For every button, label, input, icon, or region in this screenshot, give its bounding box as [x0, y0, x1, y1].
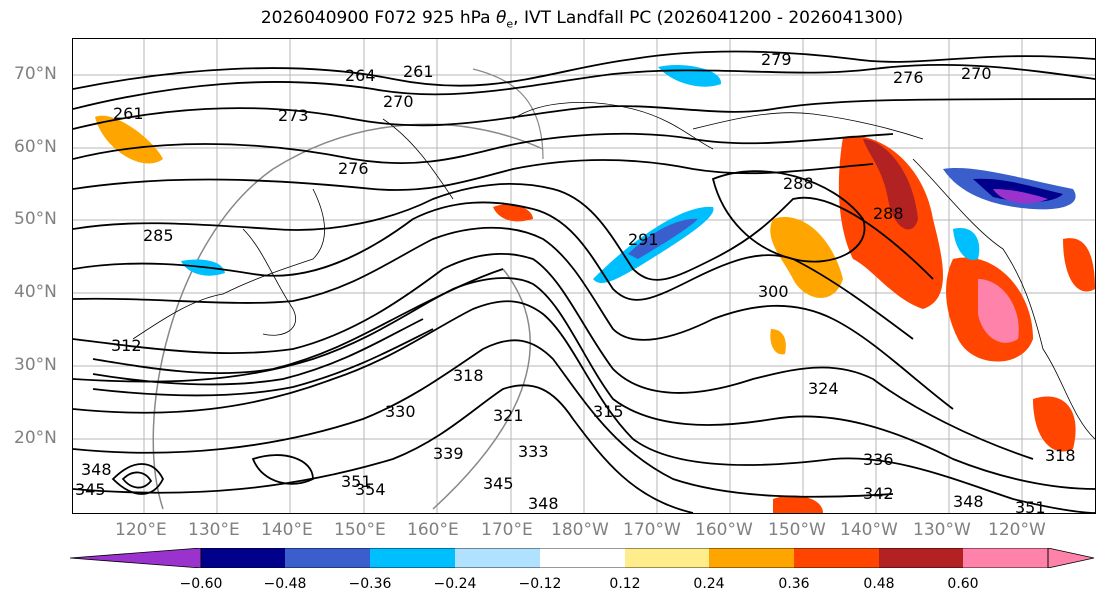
contour-label: 312 [111, 336, 142, 355]
contour-label: 345 [75, 480, 106, 499]
contour-label: 270 [383, 92, 414, 111]
colorbar-tick: −0.24 [433, 576, 477, 592]
colorbar-seg [201, 548, 285, 568]
colorbar-seg [625, 548, 709, 568]
lat-label-20: 20°N [14, 428, 57, 448]
title-sub: e [506, 17, 514, 31]
colorbar-seg [285, 548, 370, 568]
lon-label-120e: 120°E [115, 520, 167, 540]
colorbar-tick: 0.60 [947, 576, 979, 592]
contour-label: 279 [761, 50, 792, 69]
contour-label: 351 [341, 472, 372, 491]
positive-shading [95, 115, 1095, 513]
lat-label-70: 70°N [14, 64, 57, 84]
contour-label: 291 [628, 230, 659, 249]
range-circle-2 [472, 68, 544, 160]
contour-label: 345 [483, 474, 514, 493]
contour-label: 348 [81, 460, 112, 479]
contour-label: 348 [953, 492, 984, 511]
contour-label: 324 [808, 379, 839, 398]
lat-label-50: 50°N [14, 209, 57, 229]
lon-label-130w: 130°W [913, 520, 971, 540]
lat-label-60: 60°N [14, 137, 57, 157]
contour-label: 336 [863, 450, 894, 469]
contour-label: 273 [278, 106, 309, 125]
lon-label-140e: 140°E [261, 520, 313, 540]
colorbar-seg [540, 548, 625, 568]
colorbar-seg [963, 548, 1048, 568]
contour-label: 288 [873, 204, 904, 223]
range-circle-3 [432, 268, 531, 510]
contour-label: 276 [338, 159, 369, 178]
colorbar [70, 548, 1095, 568]
contour-label: 348 [528, 494, 559, 513]
contour-label: 276 [893, 68, 924, 87]
theta-e-contours [73, 50, 1095, 513]
colorbar-tick: −0.48 [263, 576, 307, 592]
lon-label-150w: 150°W [768, 520, 826, 540]
contour-label: 288 [783, 174, 814, 193]
map-gridlines [73, 39, 1095, 513]
map-svg: 264 261 270 273 261 276 279 276 270 285 … [73, 39, 1095, 513]
colorbar-tick: −0.60 [179, 576, 223, 592]
lat-label-40: 40°N [14, 282, 57, 302]
map-panel: 264 261 270 273 261 276 279 276 270 285 … [72, 38, 1096, 514]
colorbar-seg [709, 548, 794, 568]
contour-label: 261 [403, 62, 434, 81]
contour-label: 270 [961, 64, 992, 83]
colorbar-frame [200, 548, 1049, 568]
contour-label: 285 [143, 226, 174, 245]
range-circle [152, 123, 544, 510]
lon-label-120w: 120°W [988, 520, 1046, 540]
contour-label: 318 [1045, 446, 1076, 465]
contour-label: 342 [863, 484, 894, 503]
colorbar-tick: 0.24 [693, 576, 725, 592]
lon-label-160e: 160°E [407, 520, 459, 540]
colorbar-seg [879, 548, 963, 568]
title-theta: θ [495, 8, 507, 28]
contour-label: 315 [593, 402, 624, 421]
colorbar-arrow-left [70, 548, 202, 568]
contour-label: 321 [493, 406, 524, 425]
title-suffix: , IVT Landfall PC (2026041200 - 20260413… [513, 8, 904, 28]
contour-label: 318 [453, 366, 484, 385]
colorbar-tick: −0.12 [518, 576, 562, 592]
lon-label-140w: 140°W [840, 520, 898, 540]
contour-labels: 264 261 270 273 261 276 279 276 270 285 … [75, 50, 1076, 513]
colorbar-seg [455, 548, 540, 568]
lon-label-180w: 180°W [551, 520, 609, 540]
contour-label: 354 [355, 480, 386, 499]
contour-label: 261 [113, 104, 144, 123]
colorbar-tick: 0.12 [609, 576, 641, 592]
colorbar-seg [794, 548, 879, 568]
contour-label: 300 [758, 282, 789, 301]
lon-label-150e: 150°E [334, 520, 386, 540]
contour-label: 330 [385, 402, 416, 421]
chart-title: 2026040900 F072 925 hPa θe, IVT Landfall… [0, 8, 1105, 30]
colorbar-tick: 0.48 [863, 576, 895, 592]
negative-shading [181, 64, 1076, 284]
colorbar-tick: 0.36 [778, 576, 810, 592]
colorbar-arrow-right [1047, 548, 1095, 568]
colorbar-seg [370, 548, 455, 568]
contour-label: 351 [1015, 498, 1046, 513]
lon-label-170e: 170°E [481, 520, 533, 540]
title-prefix: 2026040900 F072 925 hPa [260, 8, 496, 28]
colorbar-tick: −0.36 [348, 576, 392, 592]
lon-label-170w: 170°W [623, 520, 681, 540]
lon-label-130e: 130°E [188, 520, 240, 540]
contour-label: 333 [518, 442, 549, 461]
lat-label-30: 30°N [14, 355, 57, 375]
contour-label: 264 [345, 66, 376, 85]
lon-label-160w: 160°W [695, 520, 753, 540]
contour-label: 339 [433, 444, 464, 463]
coastlines [132, 102, 1095, 440]
